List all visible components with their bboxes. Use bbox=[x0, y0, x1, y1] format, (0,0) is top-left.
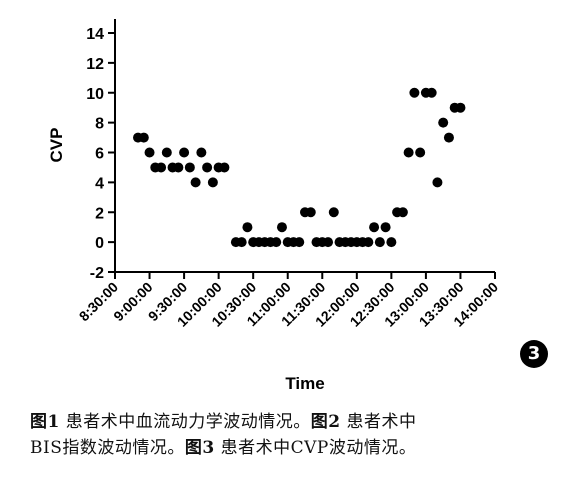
data-point bbox=[173, 162, 184, 173]
caption-text: BIS指数波动情况。 bbox=[30, 438, 185, 458]
data-point bbox=[242, 222, 253, 233]
data-point bbox=[386, 237, 397, 248]
y-tick-label: 8 bbox=[95, 116, 104, 133]
x-axis-title: Time bbox=[285, 374, 324, 393]
data-point bbox=[138, 132, 149, 143]
figure-ref: 图3 bbox=[184, 438, 215, 458]
data-point bbox=[207, 177, 218, 188]
y-tick-label: 4 bbox=[95, 175, 104, 192]
y-tick-label: 6 bbox=[95, 146, 104, 163]
data-points bbox=[133, 87, 466, 248]
figure-ref: 图1 bbox=[30, 412, 60, 432]
data-point bbox=[161, 147, 172, 158]
data-point bbox=[403, 147, 414, 158]
data-point bbox=[455, 102, 466, 113]
data-point bbox=[271, 237, 282, 248]
y-tick-label: 2 bbox=[95, 205, 104, 222]
data-point bbox=[196, 147, 207, 158]
figure-number-badge: 3 bbox=[520, 340, 548, 368]
data-point bbox=[369, 222, 380, 233]
data-point bbox=[294, 237, 305, 248]
data-point bbox=[236, 237, 247, 248]
data-point bbox=[219, 162, 230, 173]
caption-text: 患者术中 bbox=[340, 412, 417, 432]
data-point bbox=[202, 162, 213, 173]
figure-caption-line-2: BIS指数波动情况。图3 患者术中CVP波动情况。 bbox=[30, 436, 550, 460]
data-point bbox=[190, 177, 201, 188]
data-point bbox=[323, 237, 334, 248]
figure-caption-line-1: 图1 患者术中血流动力学波动情况。图2 患者术中 bbox=[30, 410, 550, 434]
y-axis: -2 0 2 4 6 8 10 12 14 bbox=[86, 19, 116, 282]
data-point bbox=[409, 87, 420, 98]
data-point bbox=[276, 222, 287, 233]
cvp-scatter-chart: -2 0 2 4 6 8 10 12 14 8:30:009:00:009:30:0010:00… bbox=[47, 19, 501, 393]
data-point bbox=[363, 237, 374, 248]
data-point bbox=[432, 177, 443, 188]
x-axis: 8:30:009:00:009:30:0010:00:0010:30:0011:… bbox=[76, 271, 501, 330]
data-point bbox=[184, 162, 195, 173]
data-point bbox=[156, 162, 167, 173]
data-point bbox=[380, 222, 391, 233]
data-point bbox=[438, 117, 449, 128]
y-tick-label: 12 bbox=[86, 56, 104, 73]
y-axis-title: CVP bbox=[47, 128, 66, 163]
data-point bbox=[443, 132, 454, 143]
data-point bbox=[397, 207, 408, 218]
y-tick-label: 10 bbox=[86, 86, 104, 103]
data-point bbox=[328, 207, 339, 218]
data-point bbox=[374, 237, 385, 248]
y-tick-label: 0 bbox=[95, 235, 104, 252]
caption-text: 患者术中血流动力学波动情况。 bbox=[59, 412, 311, 432]
data-point bbox=[426, 87, 437, 98]
y-tick-label: -2 bbox=[90, 265, 104, 282]
data-point bbox=[415, 147, 426, 158]
data-point bbox=[144, 147, 155, 158]
data-point bbox=[305, 207, 316, 218]
caption-text: 患者术中CVP波动情况。 bbox=[214, 438, 417, 458]
data-point bbox=[179, 147, 190, 158]
figure-ref: 图2 bbox=[310, 412, 341, 432]
y-tick-label: 14 bbox=[86, 26, 104, 43]
